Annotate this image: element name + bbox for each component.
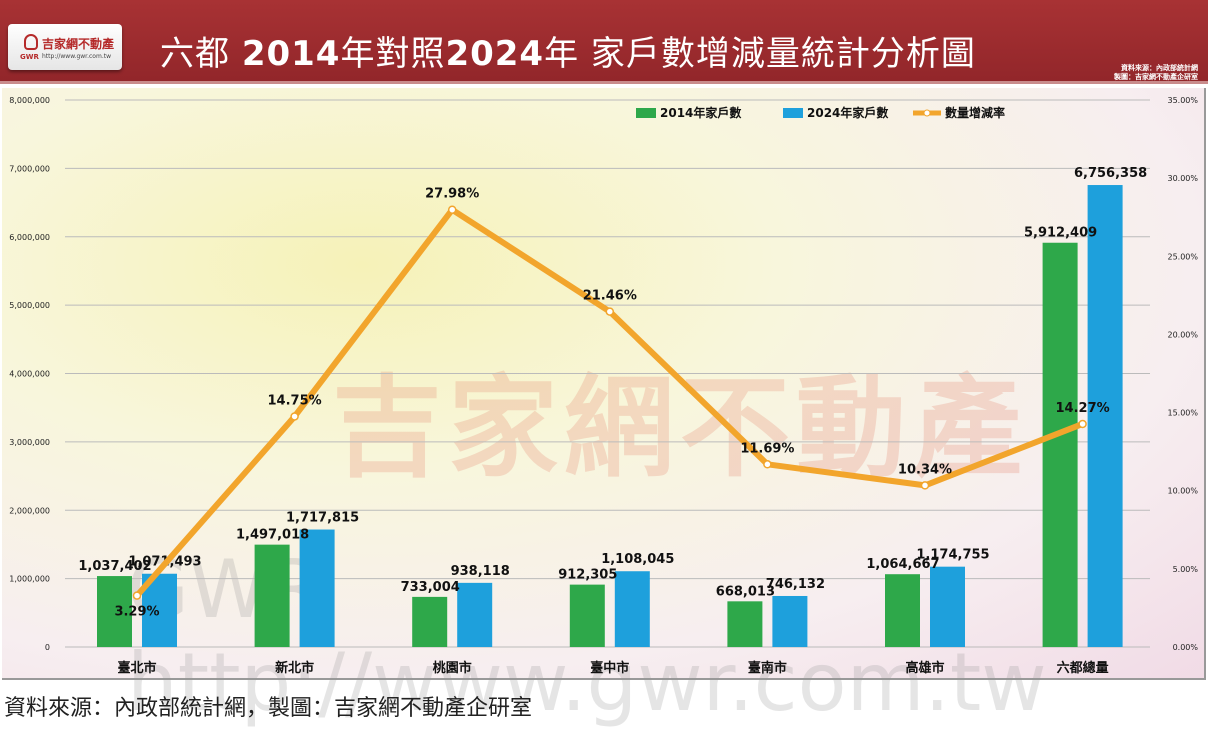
bar-2024 [614,571,650,647]
rate-label: 3.29% [114,605,159,620]
logo-url: http://www.gwr.com.tw [42,53,111,60]
bar-2014 [412,596,448,647]
bar-2024 [299,529,335,647]
rate-label: 21.46% [583,289,637,304]
bar-2024-label: 1,108,045 [601,552,674,567]
rate-point [1078,419,1087,429]
bar-2014-label: 5,912,409 [1024,226,1097,241]
bar-2024-label: 1,174,755 [916,548,989,563]
bar-2014 [97,576,132,647]
bar-2024-label: 938,118 [451,564,510,579]
x-tick-label: 臺南市 [748,660,787,676]
x-tick-label: 臺中市 [590,660,629,676]
bar-2014-label: 1,064,667 [866,557,939,572]
bar-2024-label: 1,717,815 [286,511,359,526]
y-right-tick-label: 35.00% [1167,96,1198,105]
y-left-tick-label: 7,000,000 [9,164,50,173]
watermark-url: GWR http://www.gwr.com.tw [127,543,1047,729]
logo-name: 吉家網不動產 [42,37,115,51]
bar-2014 [885,574,920,647]
x-tick-label: 高雄市 [905,660,944,676]
bar-2014-label: 1,037,402 [78,559,151,574]
caption: 資料來源：內政部統計網，製圖：吉家網不動產企研室 [4,696,533,721]
rate-label: 11.69% [740,441,794,456]
rate-label: 14.27% [1056,401,1110,416]
bar-2014-label: 668,013 [716,584,775,599]
legend-label-rate: 數量增減率 [945,105,1005,120]
rate-point [920,481,930,490]
bar-2014 [727,601,763,647]
bar-2014-label: 912,305 [558,568,617,583]
y-left-tick-label: 6,000,000 [9,233,50,242]
house-arrow-icon [24,34,38,50]
bar-2024 [930,566,965,647]
y-left-tick-label: 5,000,000 [9,301,50,310]
rate-label: 10.34% [898,462,952,477]
bar-2024 [1087,185,1123,647]
bar-2014 [1042,242,1078,648]
y-left-tick-label: 1,000,000 [9,575,50,584]
bar-2024-label: 6,756,358 [1074,166,1147,181]
page-title: 六都 2014年對照2024年 家戶數增減量統計分析圖 [160,34,976,74]
y-left-tick-label: 8,000,000 [9,96,50,105]
source-note: 資料來源：內政部統計網 製圖：吉家網不動產企研室 [1114,64,1198,81]
y-right-tick-label: 15.00% [1167,409,1198,418]
y-right-tick-label: 25.00% [1167,252,1198,261]
bar-2024-label: 746,132 [766,577,825,592]
y-right-tick-label: 0.00% [1173,643,1199,652]
x-tick-label: 桃園市 [433,660,472,676]
rate-point [447,205,457,214]
bar-2024 [457,582,493,647]
legend-swatch-2014 [636,108,656,118]
y-right-tick-label: 20.00% [1167,330,1198,339]
rate-point [290,412,299,421]
y-right-tick-label: 5.00% [1173,565,1199,574]
y-right-tick-label: 10.00% [1167,487,1198,496]
bar-2014-label: 1,497,018 [236,528,309,543]
watermark-name: 吉家網不動產 [332,364,1028,492]
bar-2014 [569,584,605,647]
logo-abbr: GWR [20,53,39,61]
legend-label-2014: 2014年家戶數 [660,105,741,120]
y-left-tick-label: 0 [45,643,50,652]
rate-label: 14.75% [268,393,322,408]
rate-label: 27.98% [425,187,479,202]
chart-area: 吉家網不動產 GWR http://www.gwr.com.tw [2,88,1206,729]
legend-label-2024: 2024年家戶數 [807,105,888,120]
header-banner: 吉家網不動產 GWR http://www.gwr.com.tw 六都 2014… [0,0,1208,84]
y-left-tick-label: 2,000,000 [9,506,50,515]
x-tick-label: 臺北市 [117,660,156,676]
bar-2014-label: 733,004 [401,580,460,595]
bar-2014 [254,544,290,647]
legend-marker-rate [923,109,931,117]
rate-point [605,307,615,316]
y-right-tick-label: 30.00% [1167,174,1198,183]
bar-2024 [772,595,808,647]
rate-point [763,460,772,469]
y-left-tick-label: 4,000,000 [9,370,50,379]
legend-swatch-2024 [783,108,803,118]
y-left-tick-label: 3,000,000 [9,438,50,447]
x-tick-label: 新北市 [275,660,314,676]
rate-point [132,591,142,600]
logo: 吉家網不動產 GWR http://www.gwr.com.tw [8,24,122,70]
x-tick-label: 六都總量 [1057,660,1109,676]
